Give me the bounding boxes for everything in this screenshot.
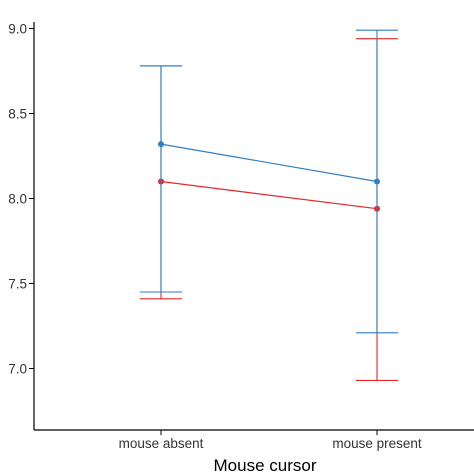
y-tick-label: 7.0 <box>8 362 27 377</box>
data-point <box>158 141 164 148</box>
series-line <box>160 180 378 210</box>
y-tick-label: 7.5 <box>8 277 27 292</box>
y-tick-label: 9.0 <box>8 22 27 37</box>
data-point <box>374 178 380 185</box>
y-ticks: 7.0 7.5 8.0 8.5 9.0 <box>8 22 34 377</box>
y-tick-label: 8.5 <box>8 107 27 122</box>
series-line <box>160 143 378 183</box>
series-1 <box>140 38 398 381</box>
series-2 <box>140 29 398 334</box>
x-tick-label: mouse present <box>332 436 422 451</box>
x-axis-title: Mouse cursor <box>214 456 317 474</box>
x-tick-label: mouse absent <box>119 436 204 451</box>
series-layer <box>140 29 398 381</box>
x-ticks: mouse absent mouse present <box>119 430 422 451</box>
y-tick-label: 8.0 <box>8 192 27 207</box>
